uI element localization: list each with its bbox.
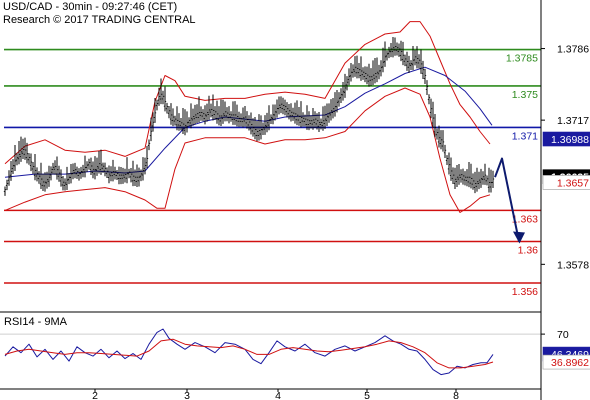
price-badge-1.36988: 1.36988 [551,134,589,146]
copyright-text: Research © 2017 TRADING CENTRAL [3,14,196,26]
price-tick-label-1.3717: 1.3717 [557,115,589,127]
bollinger-upper-line [4,21,491,165]
x-tick-label-8: 8 [453,390,459,400]
x-tick-label-2: 2 [92,390,98,400]
level-label-1.363: 1.363 [512,213,538,225]
price-bars [3,36,495,196]
price-tick-label-1.3786: 1.3786 [557,44,589,56]
price-badge-1.36988-bg [542,131,590,147]
price-tick-label-1.3578: 1.3578 [557,259,589,271]
level-label-1.356: 1.356 [512,286,538,298]
forecast-arrow-head [513,231,525,244]
level-label-1.3785: 1.3785 [506,53,538,65]
rsi-line [4,328,494,376]
x-tick-label-4: 4 [275,390,281,400]
rsi-badge-36.8962-bg [542,354,590,370]
x-tick-label-5: 5 [364,390,370,400]
chart-title: USD/CAD - 30min - 09:27:46 (CET) [3,1,178,13]
rsi-panel-title: RSI14 - 9MA [4,316,67,328]
level-label-1.36: 1.36 [518,245,539,257]
rsi-ma-line [4,338,494,369]
x-tick-label-3: 3 [184,390,190,400]
level-label-1.371: 1.371 [512,130,538,142]
price-badge-1.3657-bg [542,175,590,190]
rsi-badge-36.8962: 36.8962 [551,357,589,369]
forecast-arrow-path [494,157,520,242]
rsi-tick-label-70: 70 [557,329,569,341]
rsi-panel [0,328,541,376]
price-panel: 1.3785 1.375 1.371 1.363 1.36 1.356 [3,21,541,298]
price-badge-1.3657: 1.3657 [557,177,589,189]
level-label-1.375: 1.375 [512,89,538,101]
bollinger-lower-line [4,87,491,213]
